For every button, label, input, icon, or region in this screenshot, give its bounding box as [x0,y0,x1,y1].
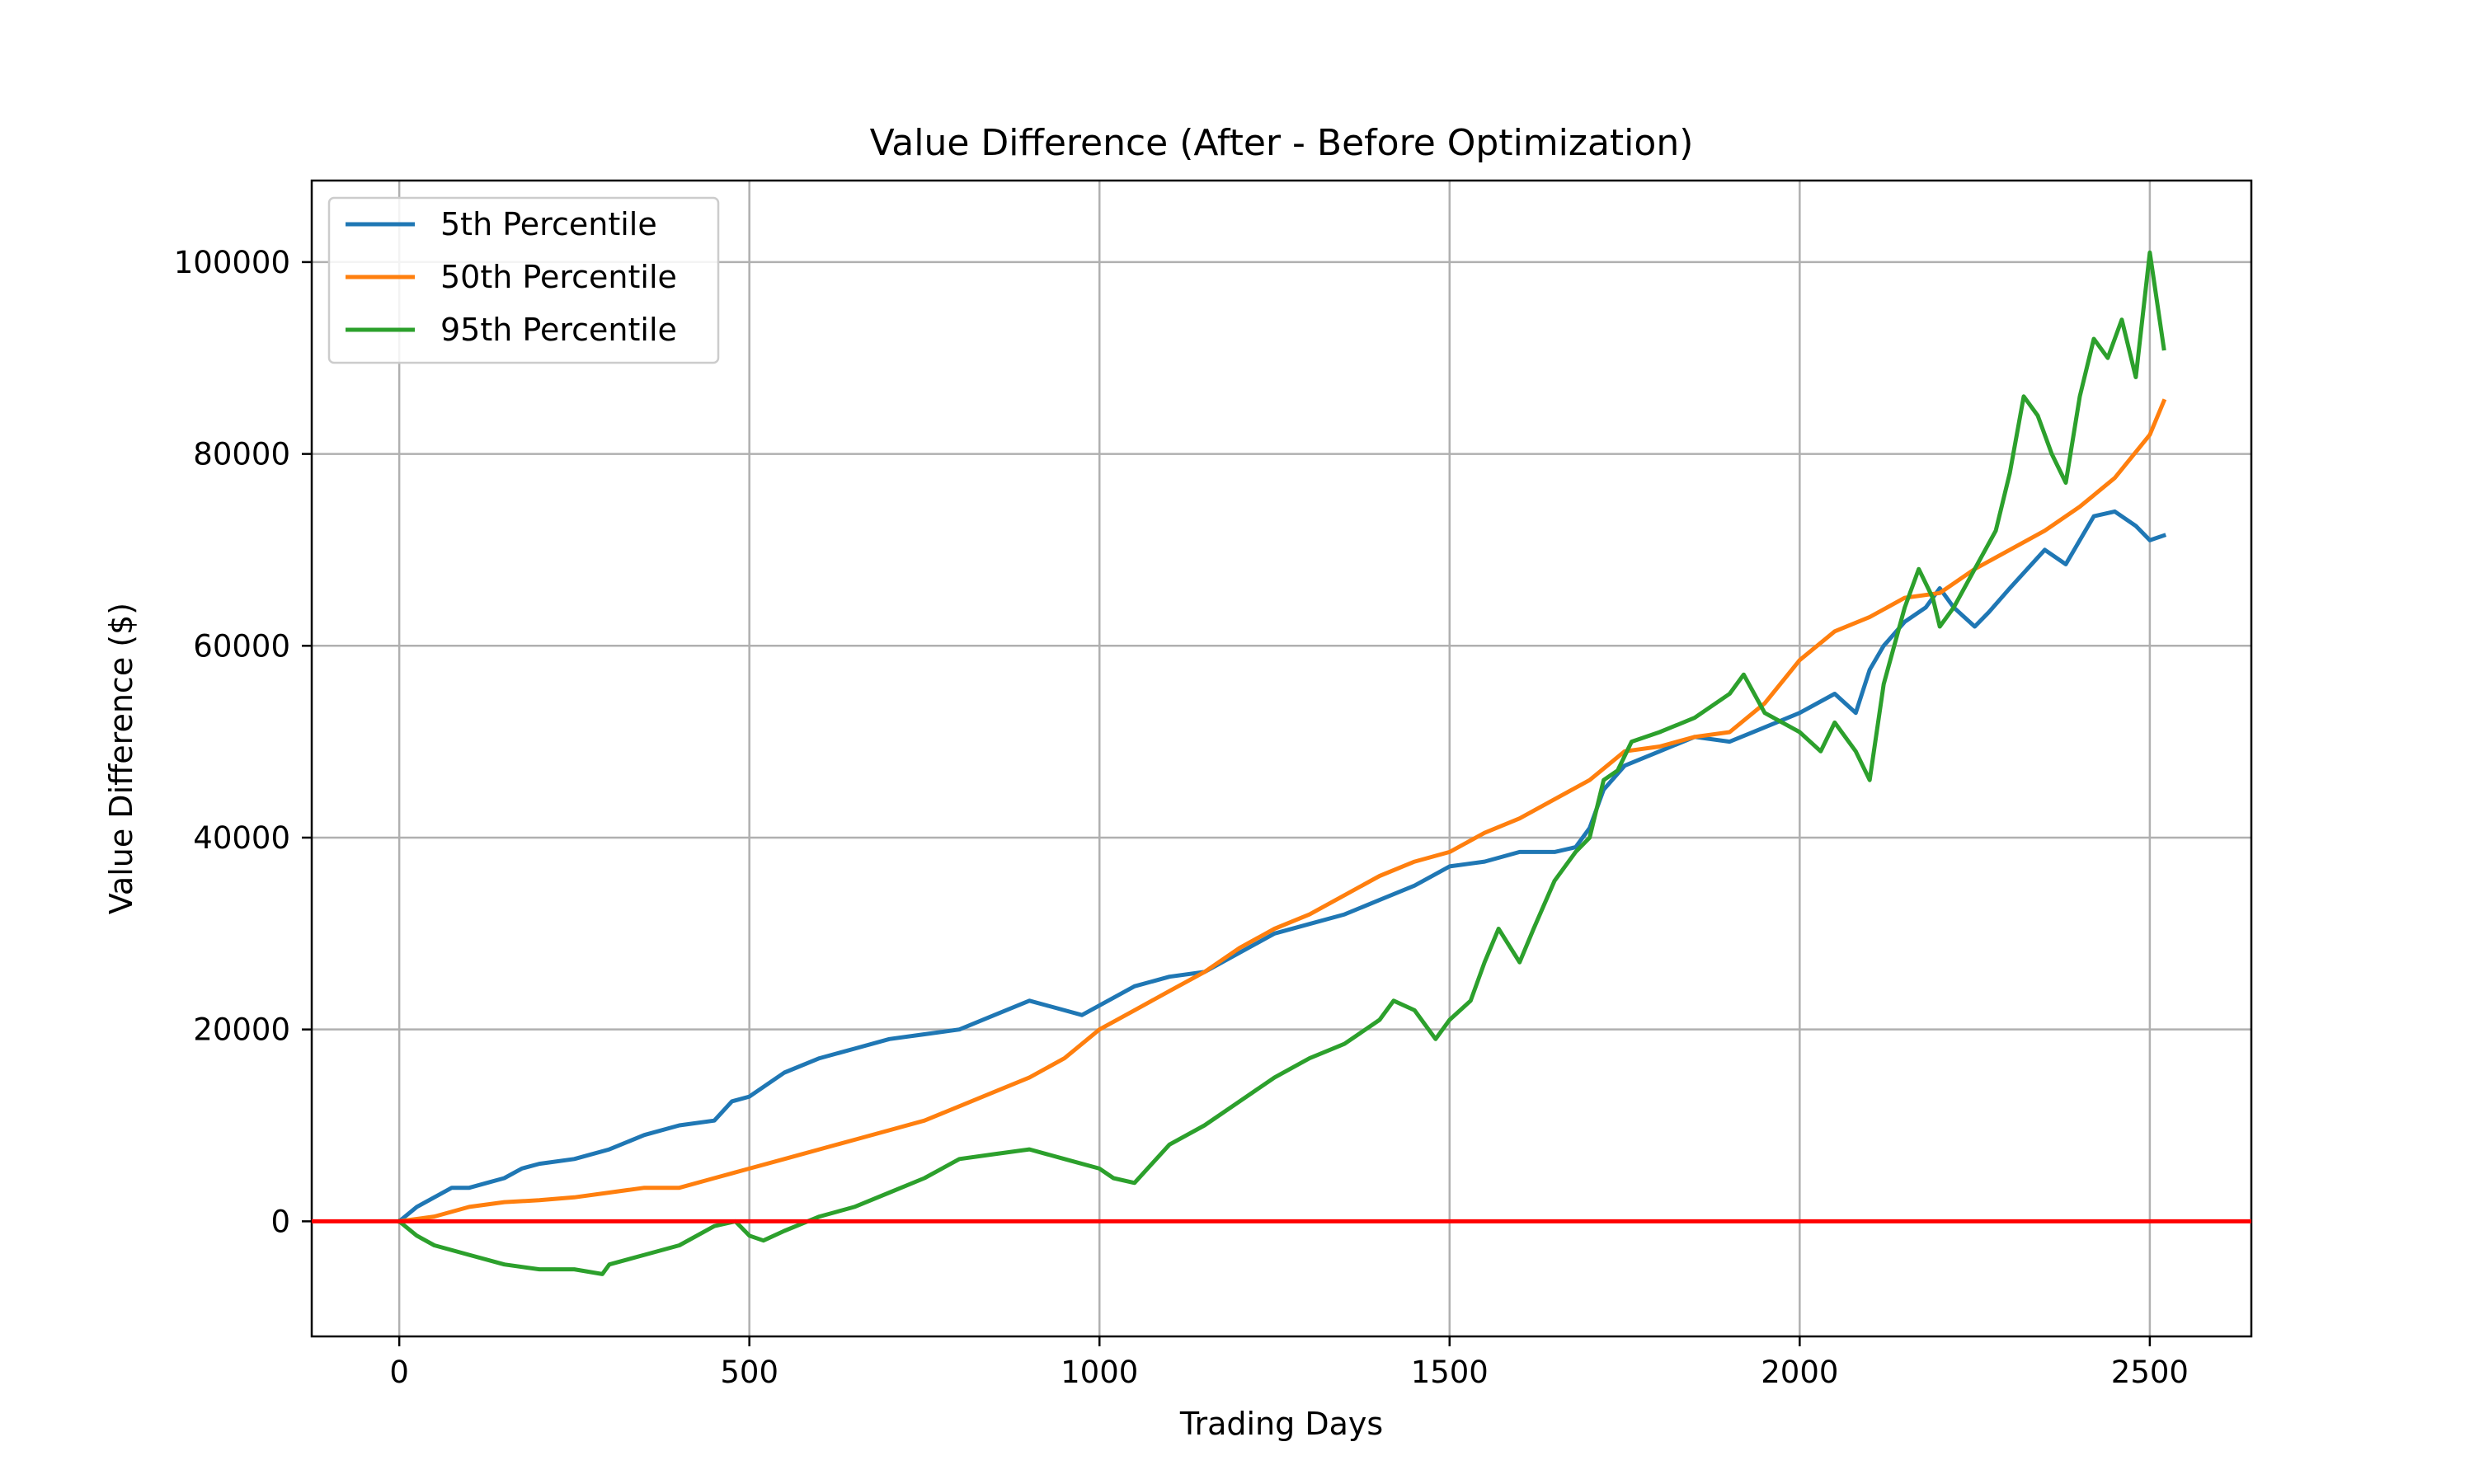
chart-title: Value Difference (After - Before Optimiz… [870,122,1694,164]
y-tick-label: 40000 [193,820,290,856]
x-tick-label: 2500 [2111,1355,2189,1390]
x-tick-label: 500 [720,1355,778,1390]
series-line-50th-percentile [397,398,2167,1224]
y-axis-label: Value Difference ($) [103,603,139,914]
plot-area-frame [310,179,2253,1338]
x-tick-label: 1500 [1411,1355,1489,1390]
legend-label: 95th Percentile [440,312,677,348]
y-tick-label: 0 [270,1204,290,1239]
series-line-5th-percentile [396,509,2167,1224]
series-lines [396,250,2167,1276]
series-line-95th-percentile [396,250,2166,1276]
legend-box [327,196,720,364]
legend-label: 5th Percentile [440,206,657,242]
x-tick-label: 0 [389,1355,409,1390]
axis-ticks: 0 500 1000 1500 2000 2500 0 20000 40000 60000 8000… [174,245,2189,1390]
y-tick-label: 20000 [193,1012,290,1048]
y-tick-label: 60000 [193,628,290,664]
x-tick-label: 2000 [1761,1355,1838,1390]
y-tick-label: 100000 [174,245,290,280]
legend: 5th Percentile 50th Percentile 95th Percen… [327,196,720,364]
y-tick-label: 80000 [193,437,290,472]
x-axis-label: Trading Days [1179,1406,1383,1442]
x-tick-label: 1000 [1061,1355,1138,1390]
legend-label: 50th Percentile [440,259,677,295]
